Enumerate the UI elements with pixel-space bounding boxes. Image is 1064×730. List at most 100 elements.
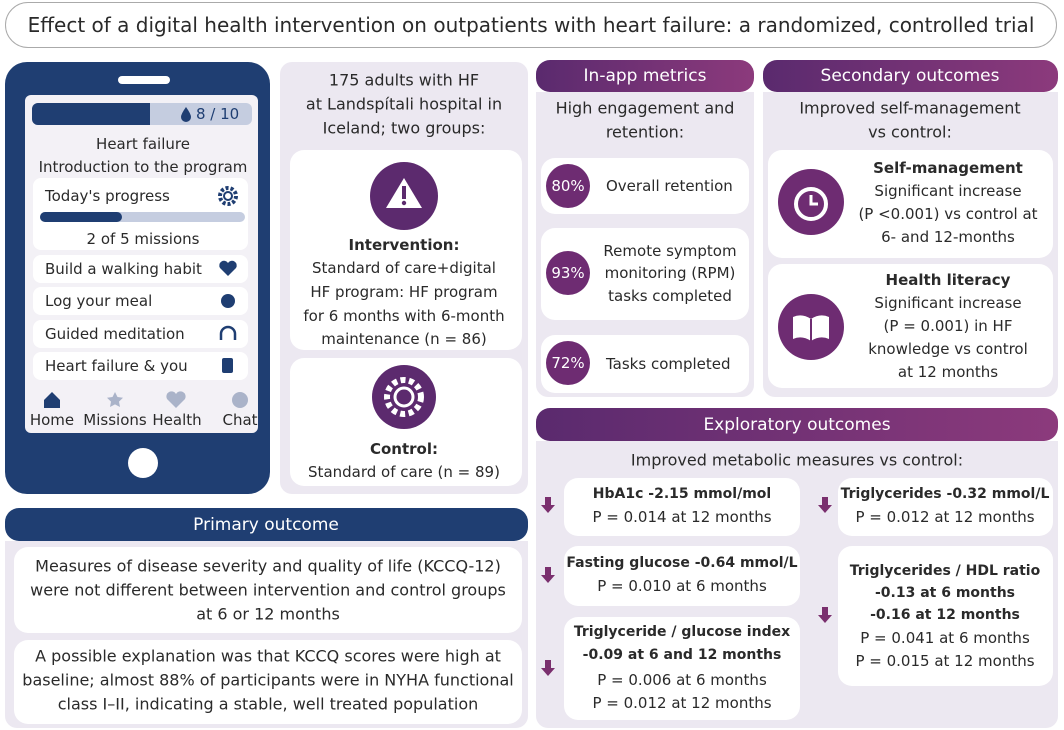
intervention-text: Standard of care+digital [312, 259, 496, 277]
phone-icons [44, 107, 238, 408]
study-intro: at Landspítali hospital in [305, 94, 503, 114]
warning-dot [401, 200, 407, 206]
title-box [5, 2, 1057, 48]
metric-circle [546, 164, 590, 208]
outcome-text: Significant increase [874, 182, 1022, 200]
measure-title: -0.09 at 6 and 12 months [582, 647, 782, 663]
gear-icon-core [223, 191, 233, 201]
metric-label: Remote symptom [603, 242, 737, 260]
measure-detail: P = 0.012 at 12 months [592, 694, 772, 712]
down-arrow [818, 607, 832, 623]
finding-card [14, 547, 522, 633]
menu-item: Build a walking habit [45, 260, 202, 278]
nav-label: Health [152, 411, 202, 429]
chat-icon [232, 392, 248, 408]
intervention-text: maintenance (n = 86) [321, 330, 487, 348]
gear-teeth [384, 377, 424, 417]
clock-hands [809, 195, 818, 206]
headphones-icon [219, 325, 237, 340]
measure-title: Triglycerides / HDL ratio [849, 563, 1041, 579]
intervention-label: Intervention: [348, 236, 460, 254]
nav-label: Missions [83, 411, 147, 429]
measure-title: -0.13 at 6 months [874, 585, 1016, 601]
drop-icon [181, 107, 191, 122]
secondary-title: Secondary outcomes [820, 66, 1000, 86]
phone-speaker [118, 76, 170, 84]
menu-item: Heart failure & you [45, 357, 188, 375]
finding-text: Measures of disease severity and quality… [35, 556, 501, 576]
star-icon [107, 392, 123, 407]
in-app-subtitle: High engagement and [555, 98, 735, 118]
metric-label: tasks completed [608, 287, 732, 305]
phone-home-button [128, 448, 158, 478]
measure-card [564, 617, 800, 720]
menu-card [33, 255, 248, 283]
metric-label: Overall retention [606, 177, 733, 195]
missions-fill [40, 212, 122, 222]
finding-text: class I–II, indicating a stable, well tr… [57, 694, 479, 714]
outcome-text: knowledge vs control [868, 340, 1028, 358]
metric-label: Tasks completed [606, 355, 731, 373]
metric-label: monitoring (RPM) [604, 264, 736, 282]
intervention-text: HF program: HF program [310, 283, 498, 301]
down-arrow [541, 660, 555, 676]
phone-heading: Heart failure [96, 135, 190, 153]
clock-face [794, 187, 828, 221]
primary-title: Primary outcome [193, 515, 339, 535]
menu-item: Log your meal [45, 292, 153, 310]
outcome-title: Health literacy [885, 271, 1011, 289]
measure-detail: P = 0.010 at 6 months [597, 577, 767, 595]
nav-icons [107, 391, 248, 408]
document-icon [222, 358, 233, 373]
plate-icon [221, 294, 235, 308]
nav-label: Home [29, 411, 75, 429]
secondary-subtitle: Improved self-management [799, 98, 1021, 118]
metric-value: 72% [551, 354, 585, 372]
measure-detail: P = 0.015 at 12 months [855, 652, 1035, 670]
exploratory-subtitle: Improved metabolic measures vs control: [630, 450, 964, 470]
measure-detail: P = 0.014 at 12 months [592, 508, 772, 526]
measure-title: -0.16 at 12 months [870, 607, 1020, 623]
gear-core [393, 386, 415, 408]
down-arrow [541, 497, 555, 513]
home-icon [44, 392, 60, 408]
health-icon [166, 391, 186, 408]
secondary-header [763, 60, 1058, 92]
progress-label: Today's progress [45, 187, 170, 205]
missions-label: 2 of 5 missions [86, 230, 200, 248]
down-arrow [818, 497, 832, 513]
measure-title: HbA1c -2.15 mmol/mol [592, 486, 772, 502]
in-app-subtitle: retention: [605, 122, 685, 142]
study-intro: 175 adults with HF [328, 70, 480, 90]
metric-circle [546, 341, 590, 385]
outcome-text: 6- and 12-months [881, 228, 1015, 246]
nav-label: Chat [222, 411, 258, 429]
measure-title: Triglycerides -0.32 mmol/L [840, 486, 1050, 502]
exploratory-header [536, 408, 1058, 441]
control-label: Control: [369, 440, 439, 458]
control-icon [372, 365, 436, 429]
outcome-text: at 12 months [897, 363, 999, 381]
measure-title: Triglyceride / glucose index [573, 624, 791, 640]
control-text: Standard of care (n = 89) [308, 463, 500, 481]
warning-mark [402, 186, 406, 199]
metric-circle [546, 251, 590, 295]
menu-card [33, 352, 248, 380]
metric-value: 93% [551, 264, 585, 282]
in-app-title: In-app metrics [583, 66, 707, 86]
title: Effect of a digital health intervention … [27, 13, 1035, 37]
outcome-text: (P <0.001) vs control at [858, 205, 1038, 223]
exploratory-title: Exploratory outcomes [703, 415, 891, 435]
measure-card [838, 546, 1053, 686]
finding-text: A possible explanation was that KCCQ sco… [35, 646, 501, 666]
progress-count: 8 / 10 [196, 105, 240, 123]
down-arrows [541, 497, 832, 676]
gear-icon [218, 186, 238, 206]
study-intro: Iceland; two groups: [322, 118, 486, 138]
measure-detail: P = 0.006 at 6 months [597, 671, 767, 689]
down-arrow [541, 567, 555, 583]
finding-card [14, 640, 522, 724]
menu-card [33, 287, 248, 315]
